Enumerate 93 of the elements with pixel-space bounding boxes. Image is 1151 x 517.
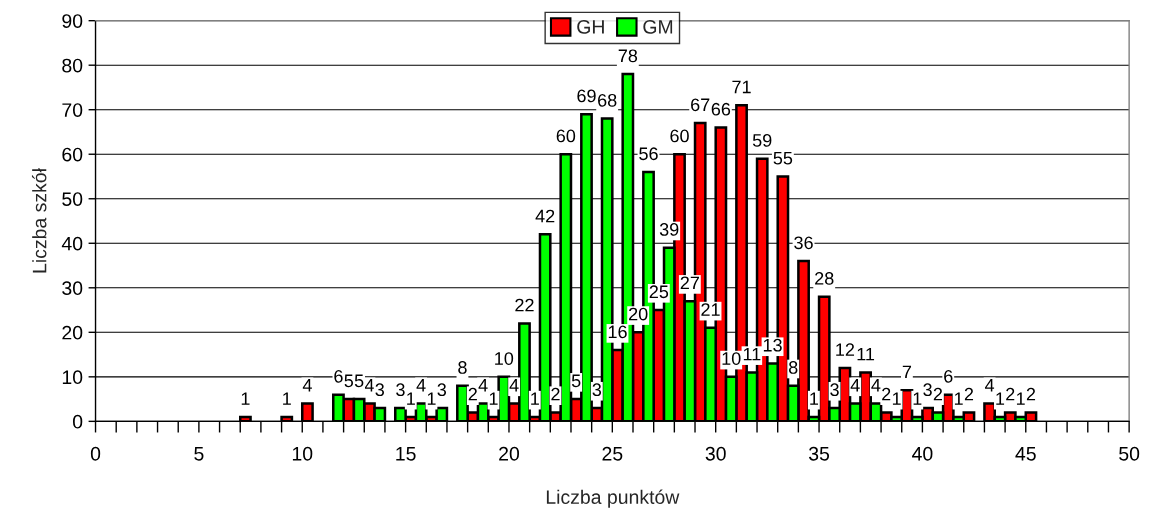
- data-label: 60: [556, 129, 576, 143]
- data-label: 36: [794, 236, 813, 250]
- data-label: 5: [344, 374, 354, 388]
- data-label: 22: [515, 298, 534, 312]
- data-label: 3: [830, 383, 839, 397]
- y-tick-label: 20: [62, 325, 83, 340]
- data-label: 25: [649, 285, 669, 299]
- data-label: 2: [964, 387, 974, 401]
- x-tick-label: 0: [90, 446, 101, 461]
- data-label: 3: [396, 383, 405, 397]
- data-label: 4: [871, 379, 881, 392]
- data-label: 4: [984, 379, 995, 392]
- y-tick-label: 40: [61, 236, 83, 251]
- data-label: 5: [571, 374, 581, 388]
- data-label: 67: [691, 98, 710, 112]
- data-label: 3: [923, 383, 932, 397]
- x-tick-label: 10: [292, 446, 313, 461]
- data-label: 8: [788, 361, 798, 374]
- data-label: 2: [551, 387, 560, 401]
- data-label: 10: [722, 352, 741, 365]
- data-label: 28: [815, 272, 834, 285]
- x-tick-label: 45: [1015, 447, 1036, 461]
- data-label: 4: [416, 379, 426, 392]
- data-label: 66: [711, 102, 731, 116]
- data-label: 1: [531, 392, 539, 405]
- data-label: 1: [892, 392, 901, 405]
- data-label: 2: [882, 387, 891, 401]
- data-label: 1: [407, 392, 415, 405]
- y-tick-label: 0: [72, 414, 83, 429]
- data-label: 2: [1006, 387, 1015, 401]
- data-label: 2: [468, 387, 477, 401]
- x-tick-label: 15: [396, 447, 416, 461]
- x-axis-title: Liczba punktów: [546, 489, 680, 508]
- x-tick-label: 20: [499, 446, 520, 461]
- y-tick-label: 10: [62, 370, 83, 385]
- data-label: 16: [608, 325, 627, 339]
- data-label: 5: [354, 374, 364, 388]
- y-tick-label: 60: [62, 147, 83, 162]
- x-tick-label: 30: [705, 446, 726, 461]
- data-label: 1: [283, 392, 291, 405]
- data-label: 1: [241, 392, 250, 405]
- y-tick-label: 30: [62, 281, 83, 296]
- data-label: 42: [535, 209, 555, 223]
- data-label: 4: [509, 379, 519, 392]
- data-label: 7: [902, 365, 912, 379]
- data-label: 2: [933, 387, 943, 401]
- data-label: 71: [732, 80, 751, 94]
- x-tick-label: 50: [1119, 446, 1140, 461]
- data-label: 21: [701, 303, 720, 316]
- data-label: 10: [495, 352, 514, 365]
- data-label: 39: [659, 223, 679, 236]
- data-label: 1: [489, 392, 498, 405]
- data-label: 6: [944, 369, 953, 383]
- data-label: 2: [1026, 387, 1036, 401]
- data-label: 78: [618, 49, 638, 63]
- data-label: 1: [810, 392, 819, 405]
- data-label: 60: [670, 129, 689, 143]
- x-tick-label: 35: [808, 446, 830, 461]
- data-label: 59: [752, 134, 772, 147]
- data-label: 1: [913, 392, 922, 405]
- y-tick-label: 70: [62, 103, 83, 117]
- data-label: 11: [743, 347, 761, 361]
- legend-label: GM: [643, 19, 673, 34]
- y-tick-label: 50: [62, 192, 83, 206]
- x-tick-label: 5: [194, 447, 204, 461]
- data-label: 3: [592, 383, 602, 397]
- data-label: 1: [996, 392, 1005, 405]
- data-label: 69: [577, 89, 596, 103]
- data-label: 1: [954, 392, 963, 405]
- data-label: 11: [857, 347, 875, 361]
- data-label: 27: [680, 276, 699, 290]
- data-label: 1: [1016, 392, 1025, 405]
- data-label: 4: [850, 379, 860, 392]
- legend-label: GH: [577, 19, 604, 34]
- data-label: 4: [364, 379, 374, 392]
- x-tick-label: 40: [912, 446, 933, 461]
- data-label: 55: [773, 152, 793, 165]
- data-label: 68: [598, 93, 617, 107]
- data-label: 4: [302, 379, 312, 392]
- y-tick-label: 90: [62, 14, 83, 28]
- y-axis-title: Liczba szkół: [31, 168, 47, 273]
- data-label: 13: [763, 338, 782, 352]
- data-label: 4: [478, 379, 488, 392]
- data-label: 3: [437, 383, 447, 397]
- data-label: 12: [836, 343, 855, 356]
- data-label: 1: [427, 392, 436, 405]
- x-tick-label: 25: [602, 446, 623, 461]
- data-label: 8: [458, 361, 467, 374]
- data-label: 56: [639, 147, 658, 161]
- data-label: 20: [629, 307, 648, 321]
- data-label: 6: [334, 369, 343, 383]
- y-tick-label: 80: [62, 58, 83, 73]
- data-label: 3: [375, 383, 384, 397]
